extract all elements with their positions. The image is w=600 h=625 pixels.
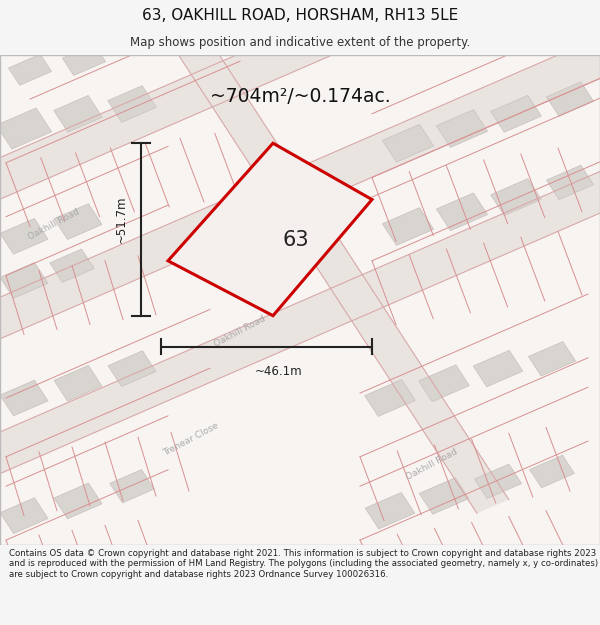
Polygon shape [110, 469, 154, 503]
Text: Trenear Close: Trenear Close [161, 421, 220, 458]
Text: 63, OAKHILL ROAD, HORSHAM, RH13 5LE: 63, OAKHILL ROAD, HORSHAM, RH13 5LE [142, 8, 458, 23]
Text: ~704m²/~0.174ac.: ~704m²/~0.174ac. [209, 87, 391, 106]
Text: ~46.1m: ~46.1m [254, 365, 302, 378]
Polygon shape [382, 208, 434, 246]
Polygon shape [529, 342, 575, 376]
Polygon shape [547, 165, 593, 199]
Polygon shape [54, 96, 102, 132]
Polygon shape [365, 379, 415, 416]
Text: Contains OS data © Crown copyright and database right 2021. This information is : Contains OS data © Crown copyright and d… [9, 549, 598, 579]
Polygon shape [0, 498, 48, 534]
Text: Oakhill Road: Oakhill Road [213, 314, 267, 349]
Polygon shape [54, 483, 102, 519]
Polygon shape [54, 366, 102, 401]
Polygon shape [54, 204, 102, 239]
Polygon shape [0, 380, 48, 416]
Polygon shape [0, 262, 48, 298]
Polygon shape [365, 492, 415, 529]
Text: 63: 63 [282, 229, 309, 249]
Polygon shape [547, 82, 593, 116]
Polygon shape [108, 86, 156, 122]
Polygon shape [0, 219, 48, 254]
Polygon shape [0, 108, 52, 149]
Text: Map shows position and indicative extent of the property.: Map shows position and indicative extent… [130, 36, 470, 49]
Text: ~51.7m: ~51.7m [115, 196, 128, 243]
Polygon shape [8, 54, 52, 85]
Polygon shape [436, 109, 488, 148]
Polygon shape [168, 143, 372, 316]
Polygon shape [108, 351, 156, 386]
Polygon shape [0, 15, 600, 361]
Polygon shape [436, 193, 488, 231]
Polygon shape [62, 44, 106, 76]
Polygon shape [530, 455, 574, 488]
Polygon shape [167, 24, 509, 513]
Polygon shape [0, 150, 600, 495]
Text: Oakhill Road: Oakhill Road [405, 447, 459, 481]
Polygon shape [475, 464, 521, 499]
Polygon shape [491, 96, 541, 132]
Polygon shape [50, 249, 94, 282]
Polygon shape [419, 478, 469, 514]
Text: Oakhill Road: Oakhill Road [27, 207, 81, 241]
Polygon shape [491, 179, 541, 216]
Polygon shape [473, 351, 523, 387]
Polygon shape [382, 124, 434, 162]
Polygon shape [0, 0, 600, 221]
Polygon shape [419, 365, 469, 402]
